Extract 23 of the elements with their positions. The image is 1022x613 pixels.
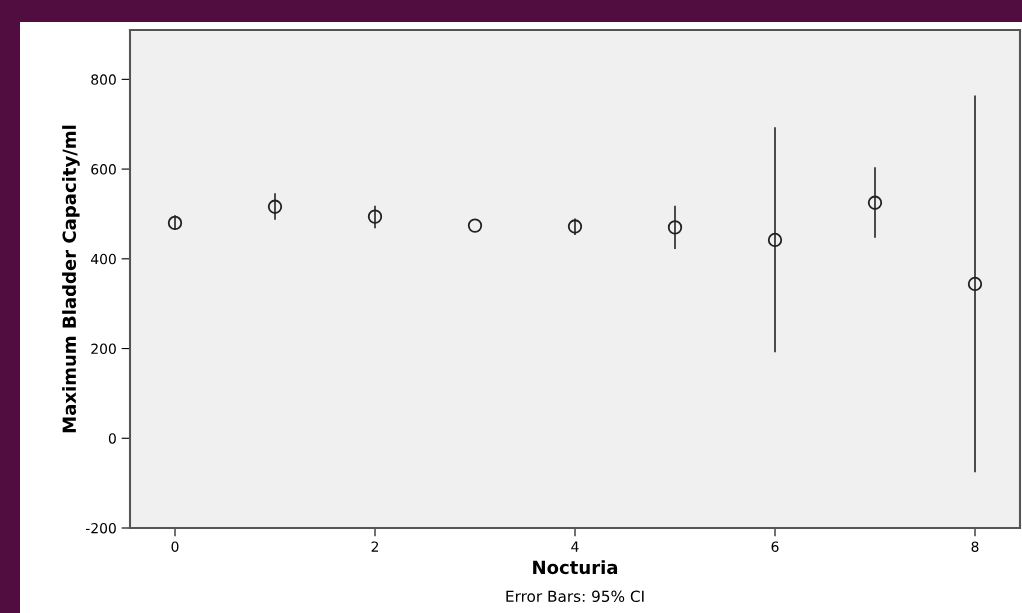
point xyxy=(767,232,783,248)
y-tick-label: 0 xyxy=(108,433,116,444)
x-tick-label: 8 xyxy=(971,541,979,552)
point xyxy=(667,220,683,235)
point xyxy=(467,218,483,233)
y-tick-label: 200 xyxy=(91,343,116,355)
y-tick-label: 400 xyxy=(90,253,116,265)
point xyxy=(267,199,283,214)
x-tick-label: 6 xyxy=(771,541,779,552)
point xyxy=(167,215,183,231)
text: Error Bars: 95% CI xyxy=(506,590,644,603)
point xyxy=(367,209,383,224)
y-axis-title: Maximum Bladder Capacity/ml xyxy=(62,125,80,433)
x-tick-label: 2 xyxy=(371,541,379,552)
point xyxy=(967,276,983,292)
x-axis-title: Nocturia xyxy=(533,560,618,575)
y-tick-label: -200 xyxy=(85,522,116,534)
x-tick-label: 0 xyxy=(171,541,179,552)
point xyxy=(867,195,883,210)
x-tick-label: 4 xyxy=(571,541,579,552)
y-tick-label: 600 xyxy=(91,164,116,175)
point xyxy=(567,219,583,234)
y-tick-label: 800 xyxy=(91,74,116,85)
